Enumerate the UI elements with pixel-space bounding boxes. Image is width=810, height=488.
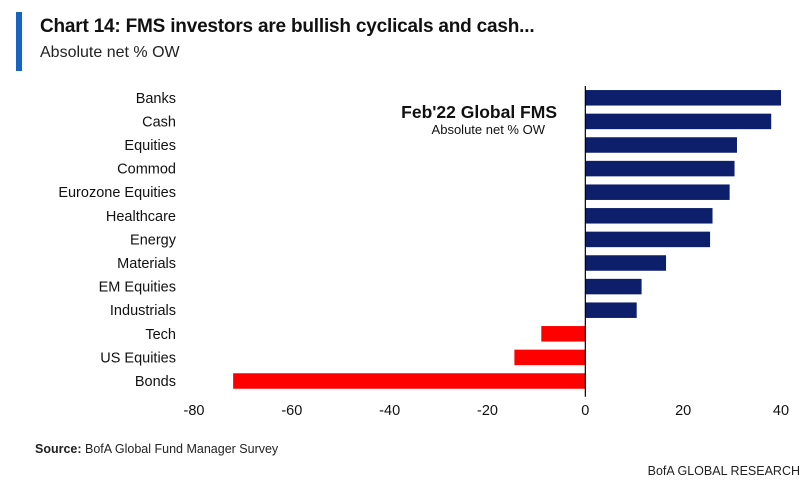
category-label: Cash xyxy=(142,114,176,130)
category-label: Commod xyxy=(117,162,176,178)
source-label: Source: xyxy=(35,442,82,456)
bar-eurozone-equities xyxy=(585,184,730,200)
category-label: Equities xyxy=(124,138,176,154)
category-label: US Equities xyxy=(100,350,176,366)
source-note: Source: BofA Global Fund Manager Survey xyxy=(35,442,278,456)
brand-label: BofA GLOBAL RESEARCH xyxy=(647,464,800,478)
bar-banks xyxy=(585,90,781,106)
category-label: Energy xyxy=(130,232,177,248)
bar-industrials xyxy=(585,302,637,318)
source-text: BofA Global Fund Manager Survey xyxy=(81,442,279,456)
category-label: Industrials xyxy=(110,303,176,319)
category-label: Banks xyxy=(136,91,176,107)
category-label: EM Equities xyxy=(99,280,176,296)
bar-energy xyxy=(585,231,711,248)
bar-em-equities xyxy=(585,278,642,295)
bar-cash xyxy=(585,113,772,130)
bar-materials xyxy=(585,255,667,271)
bar-equities xyxy=(585,137,737,153)
inset-title: Feb'22 Global FMS xyxy=(401,102,557,122)
bar-us-equities xyxy=(514,349,586,366)
bar-bonds xyxy=(233,373,586,389)
x-tick-label: -80 xyxy=(184,403,205,419)
category-label: Bonds xyxy=(135,374,176,390)
chart-subtitle: Absolute net % OW xyxy=(40,44,180,61)
bar-healthcare xyxy=(585,208,713,224)
x-tick-label: 20 xyxy=(675,403,691,419)
x-tick-label: -20 xyxy=(477,403,498,419)
x-tick-label: -40 xyxy=(379,403,400,419)
chart-title: Chart 14: FMS investors are bullish cycl… xyxy=(40,16,535,37)
inset-subtitle: Absolute net % OW xyxy=(432,122,546,137)
category-label: Tech xyxy=(145,327,176,343)
x-tick-label: 0 xyxy=(581,403,589,419)
category-label: Materials xyxy=(117,256,176,272)
bar-commod xyxy=(585,160,735,177)
title-accent-bar xyxy=(16,12,22,71)
category-label: Healthcare xyxy=(106,209,176,225)
x-tick-label: 40 xyxy=(773,403,789,419)
category-label: Eurozone Equities xyxy=(58,185,176,201)
x-tick-label: -60 xyxy=(281,403,302,419)
bar-tech xyxy=(541,326,586,342)
